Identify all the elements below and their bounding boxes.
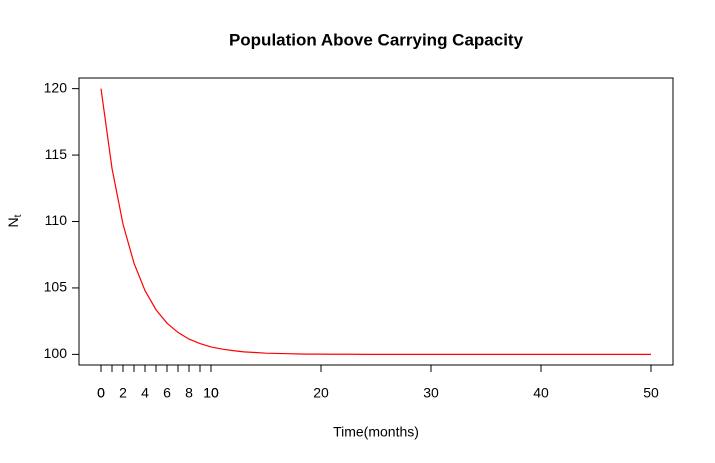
- data-line: [100, 88, 651, 355]
- y-tick-label: 100: [44, 345, 68, 361]
- x-fine-tick-label: 10: [203, 385, 219, 401]
- y-tick-label: 105: [44, 279, 68, 295]
- y-tick-label: 110: [45, 212, 68, 228]
- x-fine-tick-label: 0: [97, 385, 105, 401]
- y-label-subscript: t: [13, 214, 24, 217]
- x-fine-tick-label: 8: [185, 385, 193, 401]
- y-label-main: N: [5, 217, 21, 227]
- x-tick-label: 10: [203, 385, 219, 401]
- x-tick-label: 20: [313, 385, 329, 401]
- x-tick-label: 50: [643, 385, 659, 401]
- chart-title: Population Above Carrying Capacity: [229, 30, 524, 49]
- x-tick-label: 40: [533, 385, 549, 401]
- x-axis-label: Time(months): [333, 424, 419, 440]
- x-tick-label: 0: [97, 385, 105, 401]
- x-fine-tick-label: 6: [163, 385, 171, 401]
- x-fine-tick-label: 4: [141, 385, 149, 401]
- y-tick-label: 115: [45, 146, 68, 162]
- y-tick-label: 120: [44, 79, 68, 95]
- y-axis-label: Nt: [5, 214, 24, 227]
- x-tick-label: 30: [423, 385, 439, 401]
- x-fine-tick-label: 2: [119, 385, 127, 401]
